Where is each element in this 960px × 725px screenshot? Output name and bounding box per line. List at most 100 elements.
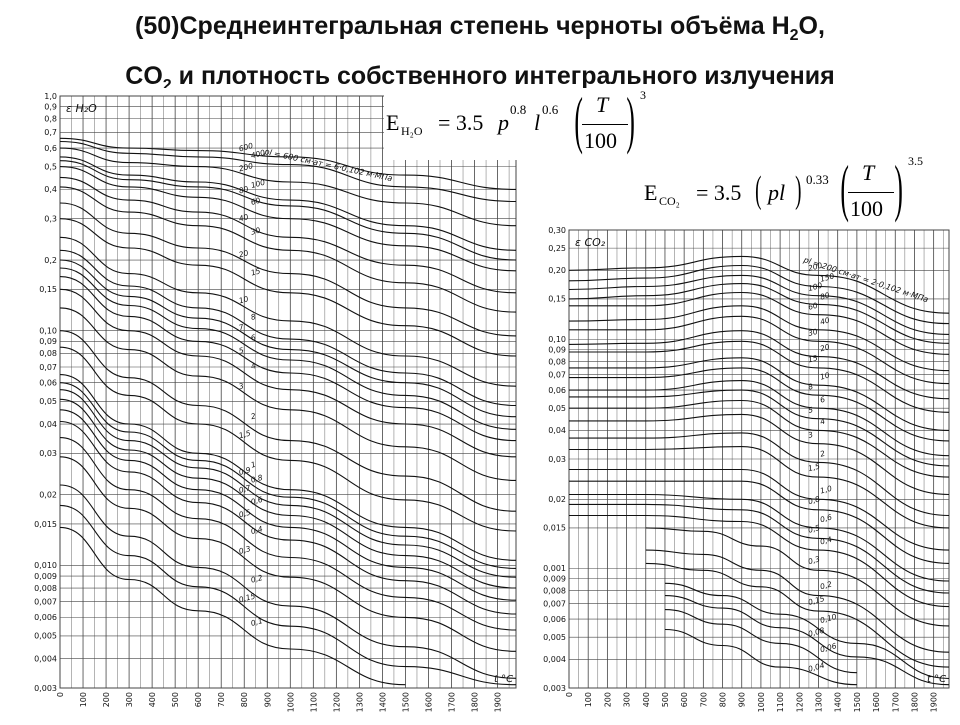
fraction-bar	[848, 192, 894, 193]
series-label: 1	[250, 460, 257, 470]
paren-close: )	[894, 152, 903, 223]
series-label: 0,6	[250, 495, 264, 507]
series-curve	[569, 389, 950, 467]
series-curve	[59, 307, 517, 481]
h2o-emissivity-chart: 1,0 0,9 0,8 0,7 0,6 0,5 0,4 0,3 0,2 0,15 0,10 0,09 0…	[34, 88, 520, 720]
formula-numerator: T	[596, 92, 609, 117]
series-curve	[568, 255, 950, 314]
y-tick-label: 0,006	[34, 613, 57, 622]
formula-p-exp: 0.8	[510, 102, 527, 117]
series-curve	[59, 389, 517, 578]
series-curve	[59, 186, 517, 313]
y-tick-label: 0,05	[39, 397, 57, 406]
series-curve	[569, 340, 950, 413]
x-tick-label: 400	[148, 692, 157, 707]
y-tick-label: 0,009	[543, 575, 566, 584]
series-curve	[59, 398, 517, 589]
y-tick-label: 0,06	[548, 386, 566, 395]
y-tick-label: 0,15	[548, 295, 566, 304]
series-label: 8	[250, 312, 257, 322]
series-curve	[569, 493, 950, 582]
x-tick-label: 900	[263, 692, 272, 707]
formula-numerator: T	[862, 160, 875, 185]
formula-lhs: E	[386, 110, 400, 135]
formula-exp: 3	[640, 88, 646, 102]
x-tick-label: 1200	[332, 692, 341, 712]
series-label: 200	[238, 161, 254, 173]
y-tick-label: 0,10	[39, 326, 57, 335]
y-tick-label: 0,8	[44, 115, 57, 124]
y-tick-label: 0,3	[44, 214, 57, 223]
y-tick-label: 0,7	[44, 128, 57, 137]
formula-lhs: E	[644, 180, 658, 205]
x-tick-label: 400	[642, 692, 651, 707]
series-label: 10	[238, 294, 250, 305]
y-tick-label: 0,09	[548, 346, 566, 355]
series-curve	[59, 276, 517, 442]
x-tick-label: 0	[56, 692, 65, 697]
y-tick-label: 0,4	[44, 185, 57, 194]
x-tick-label: 1400	[378, 692, 387, 712]
series-curve	[59, 382, 517, 569]
formula-p: p	[498, 110, 509, 135]
series-curve	[59, 330, 517, 512]
series-label: 0,8	[250, 473, 264, 485]
series-label: 1,5	[238, 428, 252, 440]
series-curve	[59, 409, 517, 601]
series-curve	[59, 176, 517, 294]
series-label: 0,04	[807, 661, 826, 674]
formula-lhs-sub: H₂O	[401, 124, 423, 138]
slide-title: (50)Среднеинтегральная степень черноты о…	[0, 6, 960, 106]
y-tick-label: 0,07	[548, 371, 566, 380]
series-label: 15	[250, 266, 262, 277]
series-label: 80	[819, 290, 831, 301]
x-tick-label: 1100	[309, 692, 318, 712]
series-curve	[59, 147, 517, 227]
x-tick-label: 1900	[930, 692, 939, 712]
y-tick-label: 0,007	[543, 600, 566, 609]
x-tick-label: 200	[102, 692, 111, 707]
series-label: 60	[807, 301, 819, 312]
y-tick-label: 0,009	[34, 572, 57, 581]
y-tick-label: 0,5	[44, 162, 57, 171]
y-tick-label: 0,2	[44, 256, 57, 265]
series-curve	[568, 367, 950, 442]
series-label: 80	[238, 184, 250, 195]
y-tick-label: 0,9	[44, 103, 57, 112]
y-tick-label: 0,001	[543, 564, 566, 573]
y-tick-label: 0,30	[548, 226, 566, 235]
series-label: 100	[807, 281, 823, 293]
series-label: 200	[807, 261, 823, 273]
x-tick-label: 800	[240, 692, 249, 707]
series-label: 40	[819, 315, 831, 326]
formula-denominator: 100	[850, 196, 883, 221]
paren-open: (	[574, 84, 583, 155]
series-label: 20	[819, 342, 831, 353]
series-curve	[59, 218, 517, 357]
series-curve	[568, 264, 950, 325]
series-label: 6	[819, 395, 826, 405]
series-label: 0,3	[238, 544, 252, 556]
series-label: 4	[250, 361, 257, 371]
y-tick-label: 0,004	[543, 655, 566, 664]
series-curve	[568, 380, 950, 457]
y-tick-label: 0,006	[543, 615, 566, 624]
series-curve	[664, 609, 857, 674]
x-tick-label: 700	[699, 692, 708, 707]
series-curve	[59, 504, 517, 686]
series-label: 0,4	[819, 535, 833, 547]
x-tick-label: 600	[680, 692, 689, 707]
series-curve	[59, 140, 517, 203]
y-tick-label: 0,15	[39, 285, 57, 294]
paren-close-small: )	[795, 169, 802, 211]
series-curve	[568, 274, 950, 335]
y-tick-label: 0,005	[34, 632, 57, 641]
y-tick-label: 0,003	[34, 684, 57, 693]
series-curve	[59, 156, 517, 251]
series-label: 7	[238, 322, 245, 332]
series-label: 8	[807, 382, 814, 392]
y-tick-label: 0,6	[44, 144, 57, 153]
formula-coefficient: = 3.5	[696, 180, 742, 205]
series-label: 20	[238, 248, 250, 259]
series-curve	[664, 582, 950, 680]
